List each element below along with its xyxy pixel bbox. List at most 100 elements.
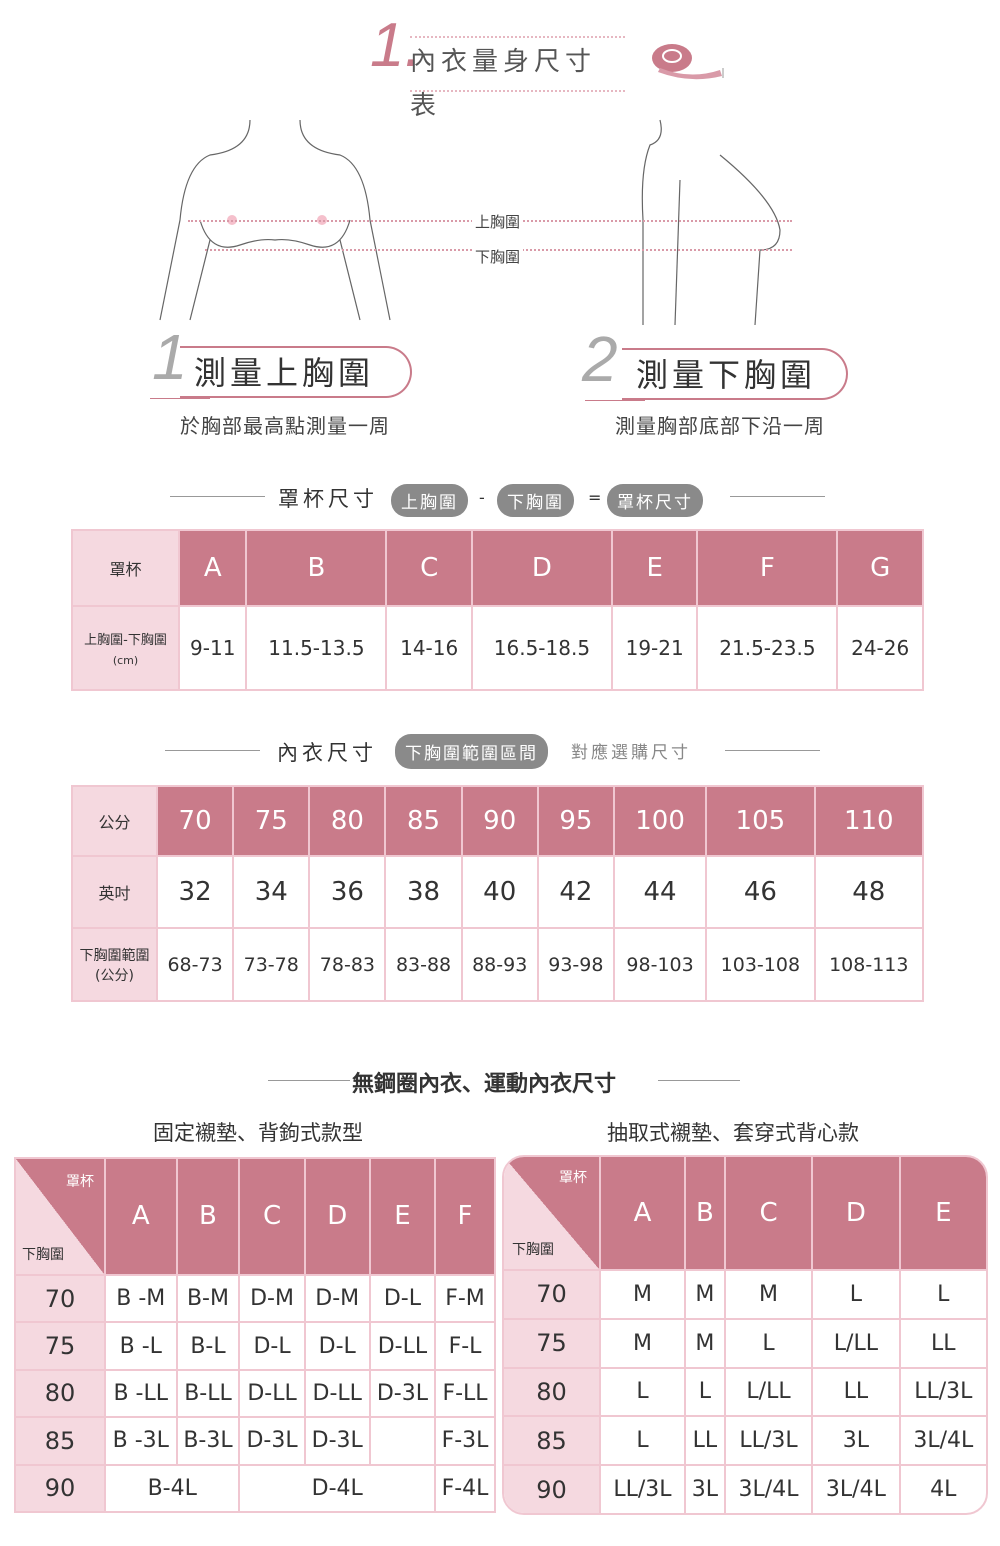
difference-cell: 19-21 xyxy=(610,605,699,691)
inch-cell: 40 xyxy=(460,855,539,929)
size-cell: D-L xyxy=(303,1321,371,1371)
size-cell: D-L xyxy=(238,1321,306,1371)
cup-header-c: C xyxy=(238,1157,306,1276)
size-cell: LL xyxy=(898,1317,986,1369)
size-cell: M xyxy=(683,1317,726,1369)
cm-cell: 95 xyxy=(536,785,615,857)
size-cell: 3L xyxy=(811,1415,901,1467)
size-cell: L xyxy=(723,1317,814,1369)
table-row: 75 B -L B-L D-L D-L D-LL F-L xyxy=(14,1321,496,1371)
size-cell: M xyxy=(683,1268,726,1320)
size-cell: M xyxy=(599,1268,686,1320)
size-cell: LL xyxy=(683,1415,726,1467)
size-cell: L/LL xyxy=(723,1366,814,1418)
difference-cell: 16.5-18.5 xyxy=(470,605,613,691)
cup-a: A xyxy=(177,529,248,607)
size-cell: D-4L xyxy=(238,1463,436,1514)
size-cell: B-4L xyxy=(103,1463,241,1514)
formula-upper: 上胸圍 xyxy=(391,484,468,517)
cm-row-header: 公分 xyxy=(71,785,158,857)
measuring-tape-icon xyxy=(652,44,724,80)
size-cell: D-M xyxy=(238,1273,306,1324)
size-cell: L xyxy=(683,1366,726,1418)
range-cell: 98-103 xyxy=(612,927,708,1002)
size-cell: B-L xyxy=(175,1321,241,1371)
cup-header-f: F xyxy=(434,1157,496,1276)
size-cell: 4L xyxy=(898,1464,986,1513)
difference-cell: 11.5-13.5 xyxy=(245,605,388,691)
size-cell: B -LL xyxy=(104,1368,178,1419)
size-cell: 3L/4L xyxy=(898,1415,986,1467)
range-row-header: 下胸圍範圍 (公分) xyxy=(71,927,158,1002)
cm-cell: 100 xyxy=(612,785,708,857)
size-cell: LL/3L xyxy=(599,1464,686,1513)
size-cell: F-3L xyxy=(434,1416,496,1466)
size-cell: F-M xyxy=(434,1273,496,1324)
size-cell: D-LL xyxy=(303,1368,371,1419)
size-cell: F-4L xyxy=(434,1463,496,1514)
cm-cell: 85 xyxy=(384,785,463,857)
bra-section-title: 內衣尺寸 xyxy=(277,741,377,765)
band-cell: 85 xyxy=(504,1415,601,1467)
cup-header-d: D xyxy=(303,1157,371,1276)
cup-c: C xyxy=(385,529,473,607)
formula-equals: = xyxy=(588,488,602,507)
cm-cell: 70 xyxy=(155,785,235,857)
cm-cell: 105 xyxy=(705,785,816,857)
cup-e: E xyxy=(610,529,699,607)
difference-cell: 21.5-23.5 xyxy=(696,605,839,691)
size-cell: B -3L xyxy=(104,1416,178,1466)
step-2-desc: 測量胸部底部下沿一周 xyxy=(615,414,825,438)
step-2-title: 測量下胸圍 xyxy=(622,348,848,400)
difference-cell: 14-16 xyxy=(385,605,473,691)
corner-header: 罩杯 下胸圍 xyxy=(504,1157,601,1271)
step-1-desc: 於胸部最高點測量一周 xyxy=(180,414,390,438)
size-cell: LL/3L xyxy=(898,1366,986,1418)
inch-cell: 38 xyxy=(384,855,463,929)
table-row: 90 LL/3L 3L 3L/4L 3L/4L 4L xyxy=(504,1464,986,1513)
band-cell: 90 xyxy=(504,1464,601,1513)
difference-cell: 24-26 xyxy=(836,605,924,691)
page-header: 1. 內衣量身尺寸表 xyxy=(365,11,735,121)
pull-on-table: 罩杯 下胸圍 A B C D E 70 M M M L L 75 M M L L/LL LL 80 L L L/LL LL L… xyxy=(504,1157,986,1513)
cup-row-header: 罩杯 xyxy=(71,529,180,607)
corner-header: 罩杯 下胸圍 xyxy=(14,1157,106,1276)
cm-cell: 75 xyxy=(232,785,311,857)
size-cell: B -L xyxy=(104,1321,178,1371)
header-number: 1. xyxy=(370,11,422,80)
cm-cell: 110 xyxy=(813,785,925,857)
size-cell xyxy=(368,1416,437,1466)
inch-cell: 48 xyxy=(813,855,925,929)
step-1-title: 測量上胸圍 xyxy=(180,346,412,398)
inch-cell: 44 xyxy=(612,855,708,929)
cup-section-title: 罩杯尺寸 xyxy=(278,487,378,511)
size-cell: B-M xyxy=(175,1273,241,1324)
table-row: 85 B -3L B-3L D-3L D-3L F-3L xyxy=(14,1416,496,1466)
cm-cell: 90 xyxy=(460,785,539,857)
size-cell: D-3L xyxy=(368,1368,437,1419)
band-cell: 90 xyxy=(14,1463,106,1514)
range-cell: 83-88 xyxy=(384,927,463,1002)
band-cell: 80 xyxy=(14,1368,106,1419)
size-cell: D-LL xyxy=(238,1368,306,1419)
size-cell: L xyxy=(898,1268,986,1320)
lower-bust-label: 下胸圍 xyxy=(472,246,524,267)
size-cell: L/LL xyxy=(811,1317,901,1369)
size-cell: D-L xyxy=(368,1273,437,1324)
cup-header-a: A xyxy=(599,1157,686,1271)
inch-cell: 46 xyxy=(705,855,816,929)
difference-cell: 9-11 xyxy=(177,605,248,691)
cup-header-b: B xyxy=(683,1157,726,1271)
step-2-number: 2 xyxy=(582,323,618,395)
size-cell: 3L xyxy=(683,1464,726,1513)
size-cell: L xyxy=(599,1415,686,1467)
cup-header-e: E xyxy=(898,1157,986,1271)
bra-section-note: 對應選購尺寸 xyxy=(571,743,691,763)
table-row: 70 M M M L L xyxy=(504,1268,986,1320)
table-row: 75 M M L L/LL LL xyxy=(504,1317,986,1369)
size-cell: D-3L xyxy=(238,1416,306,1466)
formula-minus: - xyxy=(479,488,485,507)
wireless-section-title: 無鋼圈內衣、運動內衣尺寸 xyxy=(352,1072,617,1097)
bra-size-table: 公分 70 75 80 85 90 95 100 105 110 英吋 32 34 36 38 40 42 44… xyxy=(71,785,925,1002)
size-cell: D-M xyxy=(303,1273,371,1324)
